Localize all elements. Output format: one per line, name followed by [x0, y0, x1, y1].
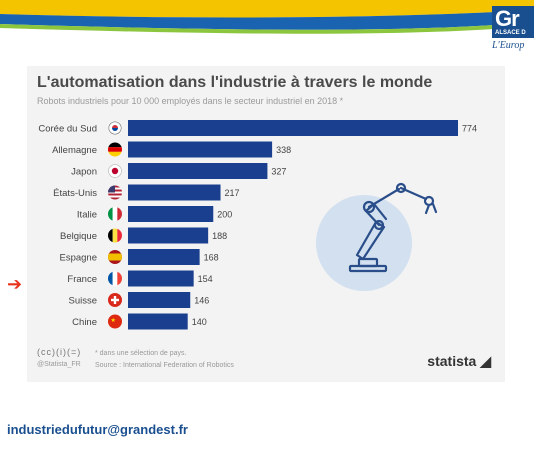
header-band — [0, 0, 534, 34]
statista-brand-text: statista — [427, 353, 477, 369]
value-label: 168 — [204, 253, 219, 263]
robot-arm-illustration — [316, 182, 438, 291]
flag-france-icon — [108, 271, 122, 286]
logo-text: Gr — [495, 6, 520, 31]
category-label: Corée du Sud — [38, 124, 97, 135]
bar — [128, 206, 214, 222]
flag-spain-icon — [108, 250, 122, 264]
bar — [128, 163, 268, 179]
flag-china-icon: ★ — [108, 314, 122, 329]
category-label: Italie — [77, 210, 97, 221]
creative-commons-icon: (cc)(i)(=) — [37, 347, 82, 357]
category-label: France — [67, 274, 97, 285]
bar — [128, 313, 188, 330]
bar-chart: Corée du Sud 774 Allemagne 338 Japon 327 États… — [38, 120, 477, 330]
chart-title: L'automatisation dans l'industrie à trav… — [37, 74, 433, 91]
category-label: Belgique — [60, 231, 97, 242]
chart-source: Source : International Federation of Rob… — [95, 362, 234, 369]
infographic-card: L'automatisation dans l'industrie à trav… — [27, 66, 505, 382]
flag-switzerland-icon — [108, 293, 122, 307]
value-label: 774 — [462, 124, 477, 134]
flag-usa-icon — [108, 185, 122, 200]
category-label: Allemagne — [52, 145, 97, 156]
value-label: 188 — [212, 231, 227, 241]
chart-subtitle: Robots industriels pour 10 000 employés … — [37, 96, 344, 106]
flag-south-korea-icon — [108, 121, 122, 135]
logo-subtext: ALSACE D — [495, 30, 526, 36]
bar — [128, 120, 458, 136]
value-label: 217 — [225, 188, 240, 198]
grand-est-logo: Gr ALSACE D L'Europ — [492, 6, 534, 58]
bar — [128, 292, 191, 308]
chart-footer: (cc)(i)(=) @Statista_FR * dans une sélec… — [37, 347, 497, 375]
logo-tagline: L'Europ — [492, 40, 525, 51]
value-label: 338 — [276, 145, 291, 155]
category-label: Japon — [71, 167, 97, 178]
flag-italy-icon — [108, 207, 122, 221]
flag-belgium-icon — [108, 228, 122, 243]
bar — [128, 184, 221, 201]
statista-logo: statista ◢ — [427, 353, 491, 370]
bar — [128, 270, 194, 287]
value-label: 200 — [217, 210, 232, 220]
arrow-right-icon: ➔ — [7, 274, 23, 294]
statista-mark-icon: ◢ — [480, 353, 491, 369]
bar — [128, 227, 209, 244]
category-label: Suisse — [68, 296, 97, 307]
bar — [128, 249, 200, 265]
value-label: 140 — [192, 317, 207, 327]
category-label: Espagne — [59, 253, 97, 264]
category-label: Chine — [72, 317, 97, 328]
category-label: États-Unis — [53, 188, 97, 199]
value-label: 146 — [194, 296, 209, 306]
bar — [128, 141, 273, 158]
value-label: 327 — [271, 167, 286, 177]
chart-footnote: * dans une sélection de pays. — [95, 350, 187, 357]
statista-handle: @Statista_FR — [37, 361, 81, 368]
svg-text:★: ★ — [111, 317, 116, 324]
value-label: 154 — [198, 274, 213, 284]
flag-germany-icon — [108, 142, 122, 157]
contact-email[interactable]: industriedufutur@grandest.fr — [7, 422, 188, 437]
flag-japan-icon — [108, 164, 122, 178]
